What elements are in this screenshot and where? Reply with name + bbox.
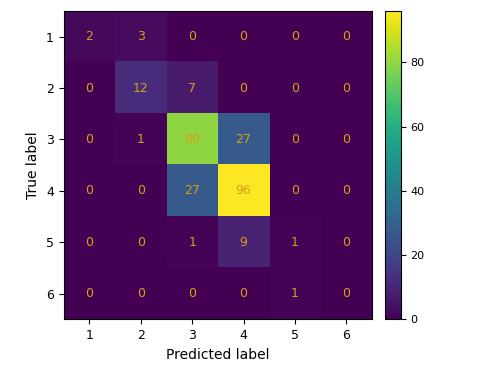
Text: 0: 0 xyxy=(137,236,144,249)
Text: 0: 0 xyxy=(137,184,144,197)
Text: 0: 0 xyxy=(85,133,93,146)
Text: 0: 0 xyxy=(290,133,298,146)
Text: 0: 0 xyxy=(239,30,247,43)
Text: 12: 12 xyxy=(133,81,148,95)
Text: 80: 80 xyxy=(184,133,200,146)
Text: 0: 0 xyxy=(188,30,196,43)
Text: 0: 0 xyxy=(85,81,93,95)
Text: 0: 0 xyxy=(290,81,298,95)
Text: 27: 27 xyxy=(184,184,200,197)
Text: 0: 0 xyxy=(342,184,349,197)
X-axis label: Predicted label: Predicted label xyxy=(166,348,269,361)
Text: 0: 0 xyxy=(342,287,349,300)
Text: 0: 0 xyxy=(342,236,349,249)
Text: 2: 2 xyxy=(85,30,93,43)
Text: 0: 0 xyxy=(188,287,196,300)
Text: 0: 0 xyxy=(342,81,349,95)
Text: 0: 0 xyxy=(85,287,93,300)
Text: 0: 0 xyxy=(342,133,349,146)
Text: 9: 9 xyxy=(239,236,247,249)
Text: 1: 1 xyxy=(188,236,196,249)
Text: 0: 0 xyxy=(290,30,298,43)
Text: 0: 0 xyxy=(85,184,93,197)
Text: 1: 1 xyxy=(137,133,144,146)
Text: 1: 1 xyxy=(290,236,298,249)
Text: 0: 0 xyxy=(342,30,349,43)
Y-axis label: True label: True label xyxy=(26,131,41,199)
Text: 0: 0 xyxy=(239,287,247,300)
Text: 0: 0 xyxy=(290,184,298,197)
Text: 0: 0 xyxy=(239,81,247,95)
Text: 0: 0 xyxy=(85,236,93,249)
Text: 0: 0 xyxy=(137,287,144,300)
Text: 27: 27 xyxy=(235,133,251,146)
Text: 96: 96 xyxy=(235,184,251,197)
Text: 1: 1 xyxy=(290,287,298,300)
Text: 7: 7 xyxy=(188,81,196,95)
Text: 3: 3 xyxy=(137,30,144,43)
